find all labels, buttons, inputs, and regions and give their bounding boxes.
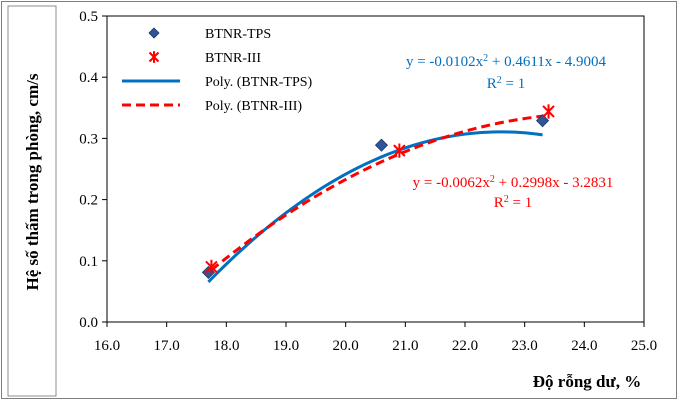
trendline-equation-tps: y = -0.0102x2 + 0.4611x - 4.9004	[406, 53, 607, 71]
x-tick-label: 16.0	[94, 338, 120, 354]
legend-label: Poly. (BTNR-TPS)	[205, 75, 313, 90]
data-point-btnr-iii	[205, 259, 218, 275]
x-tick-label: 20.0	[333, 338, 359, 354]
trendline-iii	[210, 114, 549, 272]
trendline-tps	[207, 130, 543, 283]
data-point-btnr-iii	[542, 104, 555, 119]
y-tick-label: 0.0	[79, 315, 98, 331]
legend-marker-btnr-iii	[148, 51, 160, 63]
plot-area: 0.0 0.1 0.2 0.3 0.4 0.5 16.0 17.0 18.0 19.0 20.0 21…	[79, 9, 657, 354]
x-tick-label: 23.0	[512, 338, 538, 354]
x-tick-label: 22.0	[452, 338, 478, 354]
x-tick-label: 18.0	[213, 338, 239, 354]
y-axis-title-box	[7, 5, 57, 397]
legend: BTNR-TPS BTNR-III Poly. (BTNR-TPS) Poly. (B…	[122, 27, 313, 114]
y-tick-label: 0.5	[79, 9, 98, 25]
x-tick-label: 24.0	[571, 338, 597, 354]
legend-marker-btnr-tps	[148, 27, 160, 39]
plot-border	[106, 15, 645, 323]
x-tick-label: 25.0	[631, 338, 657, 354]
legend-label: BTNR-III	[205, 51, 261, 66]
y-axis-title: Hệ số thấm trong phòng, cm/s	[23, 73, 42, 290]
x-tick-label: 19.0	[273, 338, 299, 354]
y-tick-label: 0.3	[79, 131, 98, 147]
legend-label: Poly. (BTNR-III)	[205, 99, 302, 114]
y-tick-label: 0.1	[79, 254, 98, 270]
data-point-btnr-iii	[393, 143, 406, 158]
x-axis-title: Độ rỗng dư, %	[533, 372, 641, 391]
data-point-btnr-tps	[536, 114, 550, 128]
y-tick-label: 0.2	[79, 193, 98, 209]
x-tick-label: 17.0	[154, 338, 180, 354]
y-tick-label: 0.4	[79, 70, 98, 86]
legend-label: BTNR-TPS	[205, 27, 271, 42]
trendline-r2-tps: R2 = 1	[487, 75, 525, 93]
trendline-r2-iii: R2 = 1	[494, 194, 532, 212]
x-tick-label: 21.0	[392, 338, 418, 354]
data-point-btnr-tps	[374, 138, 389, 152]
trendline-equation-iii: y = -0.0062x2 + 0.2998x - 3.2831	[413, 174, 614, 192]
